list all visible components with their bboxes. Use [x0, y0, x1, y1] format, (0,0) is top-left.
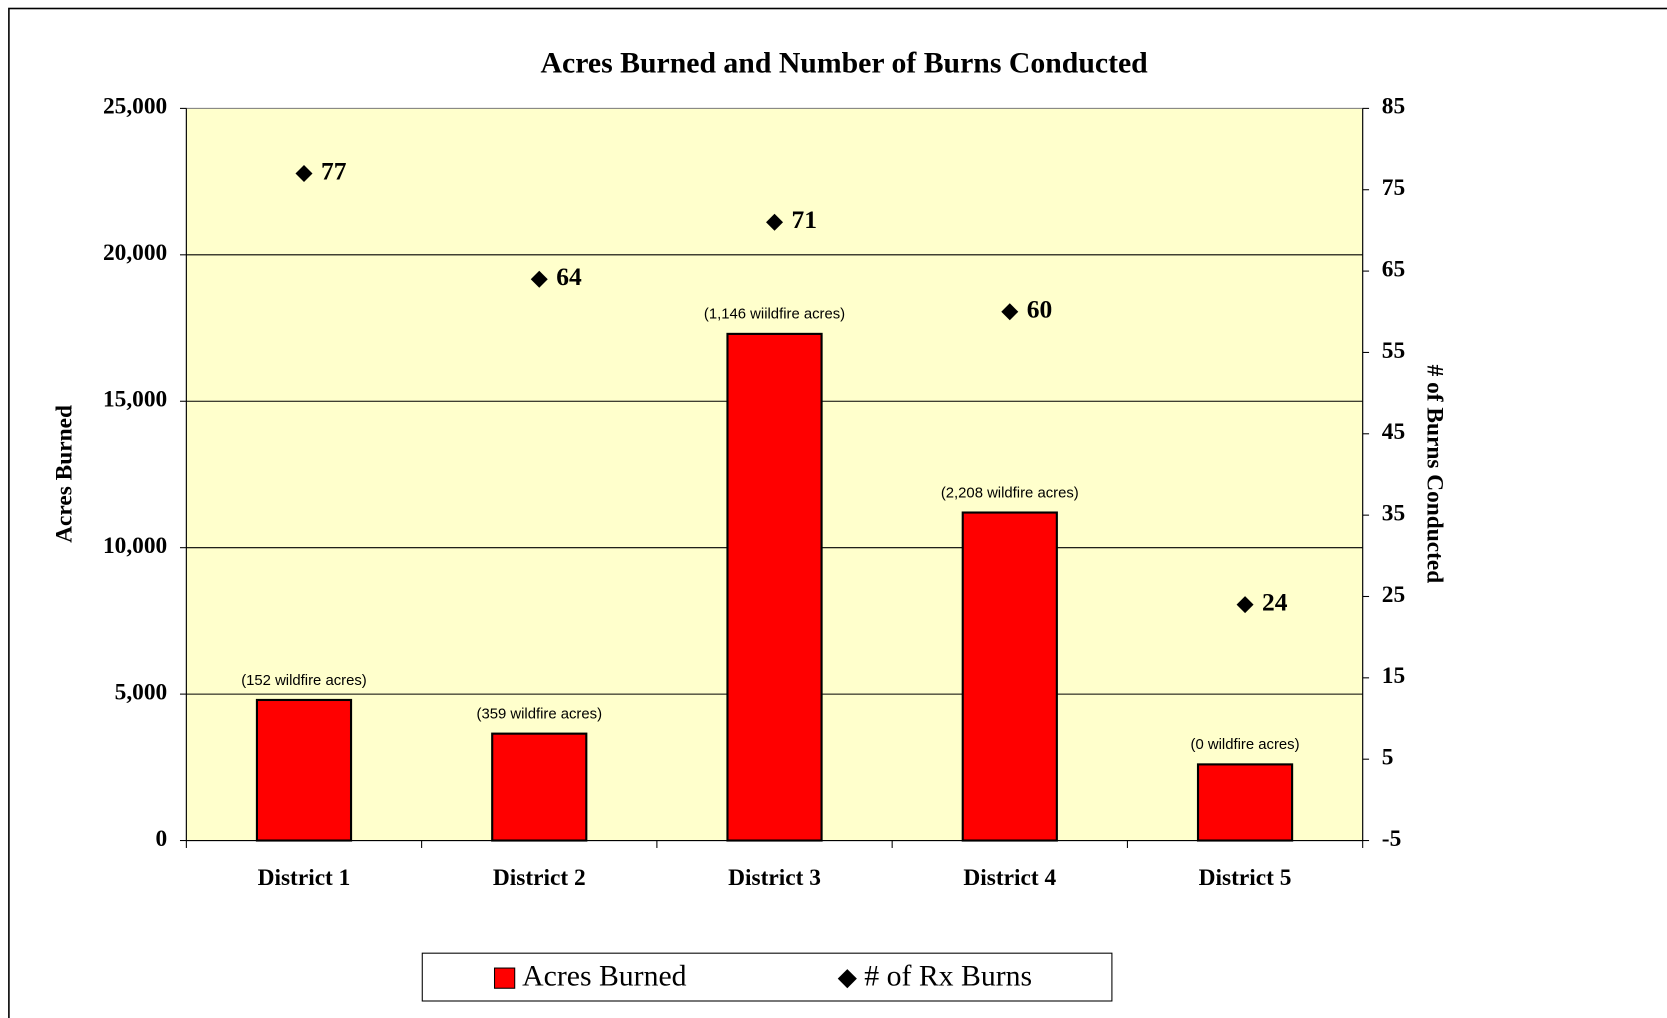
- bar: [726, 332, 823, 842]
- point-label: 77: [321, 156, 347, 185]
- y2-tick-label: 45: [1382, 419, 1405, 445]
- chart-frame: [8, 7, 1667, 1018]
- bar-annotation: (1,146 wiildfire acres): [704, 307, 845, 323]
- y-tick-label: 5,000: [115, 679, 168, 705]
- y2-tick-label: 75: [1382, 175, 1405, 201]
- bar: [1196, 763, 1294, 842]
- legend-box: [421, 952, 1113, 1002]
- legend-label: # of Rx Burns: [864, 960, 1032, 993]
- y2-tick-label: 65: [1382, 256, 1405, 282]
- x-tick-label: District 1: [258, 865, 351, 891]
- y-tick-label: 25,000: [103, 94, 167, 120]
- y2-tick-label: 5: [1382, 745, 1394, 771]
- y-axis-label: Acres Burned: [52, 405, 78, 543]
- point-label: 64: [556, 262, 582, 291]
- y2-tick-label: 55: [1382, 338, 1405, 364]
- bar-annotation: (359 wildfire acres): [476, 706, 602, 722]
- bar: [491, 732, 588, 842]
- x-tick-label: District 4: [963, 865, 1056, 891]
- y2-tick-label: 15: [1382, 663, 1405, 689]
- x-tick-label: District 3: [728, 865, 821, 891]
- y2-tick-label: 85: [1382, 94, 1405, 120]
- y-tick-label: 10,000: [103, 533, 167, 559]
- y-tick-label: 20,000: [103, 240, 167, 266]
- x-tick-label: District 2: [493, 865, 586, 891]
- bar: [961, 511, 1058, 842]
- bar: [255, 698, 353, 842]
- y2-tick-label: 25: [1382, 582, 1405, 608]
- chart-title: Acres Burned and Number of Burns Conduct…: [541, 47, 1149, 80]
- x-tick-label: District 5: [1199, 865, 1292, 891]
- bar-annotation: (0 wildfire acres): [1191, 737, 1300, 753]
- point-marker: [1001, 303, 1019, 321]
- y-tick-label: 15,000: [103, 387, 167, 413]
- legend-swatch: [493, 967, 516, 989]
- y2-tick-label: 35: [1382, 500, 1405, 526]
- point-label: 71: [792, 205, 818, 234]
- point-label: 60: [1027, 295, 1053, 324]
- y-tick-label: 0: [156, 826, 168, 852]
- y2-tick-label: -5: [1382, 826, 1401, 852]
- bar-annotation: (152 wildfire acres): [241, 673, 367, 689]
- bar-annotation: (2,208 wildfire acres): [941, 485, 1079, 501]
- legend-label: Acres Burned: [522, 960, 687, 993]
- y2-axis-label: # of Burns Conducted: [1421, 365, 1447, 584]
- point-label: 24: [1262, 587, 1288, 616]
- point-marker: [1236, 596, 1254, 614]
